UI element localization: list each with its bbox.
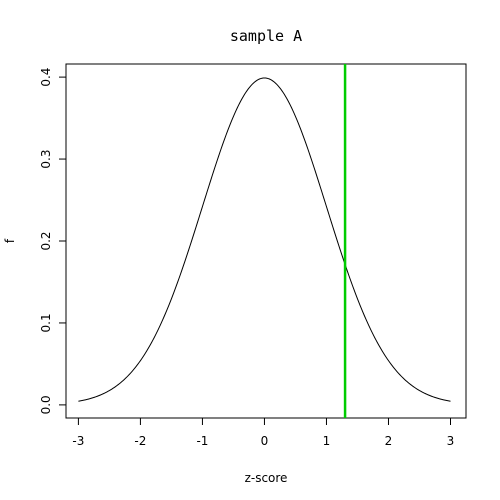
x-tick-label: -1 bbox=[196, 434, 208, 448]
x-axis: -3 -2 -1 0 1 2 3 bbox=[72, 417, 455, 448]
x-tick-label: -3 bbox=[72, 434, 84, 448]
y-tick-label: 0.4 bbox=[39, 68, 53, 87]
x-axis-label: z-score bbox=[245, 471, 288, 485]
x-tick-label: 3 bbox=[447, 434, 455, 448]
x-tick-label: 1 bbox=[323, 434, 331, 448]
x-tick-label: 2 bbox=[385, 434, 393, 448]
x-tick-label: 0 bbox=[261, 434, 269, 448]
y-tick-label: 0.3 bbox=[39, 150, 53, 169]
y-tick-label: 0.1 bbox=[39, 313, 53, 332]
density-curve bbox=[78, 77, 451, 402]
plot-frame bbox=[65, 63, 467, 419]
y-tick-label: 0.0 bbox=[39, 395, 53, 414]
y-axis: 0.0 0.1 0.2 0.3 0.4 bbox=[39, 68, 67, 414]
chart-title: sample A bbox=[230, 27, 302, 45]
y-axis-label: f bbox=[3, 238, 17, 243]
series-layer bbox=[78, 77, 451, 402]
y-tick-label: 0.2 bbox=[39, 231, 53, 250]
x-tick-label: -2 bbox=[134, 434, 146, 448]
